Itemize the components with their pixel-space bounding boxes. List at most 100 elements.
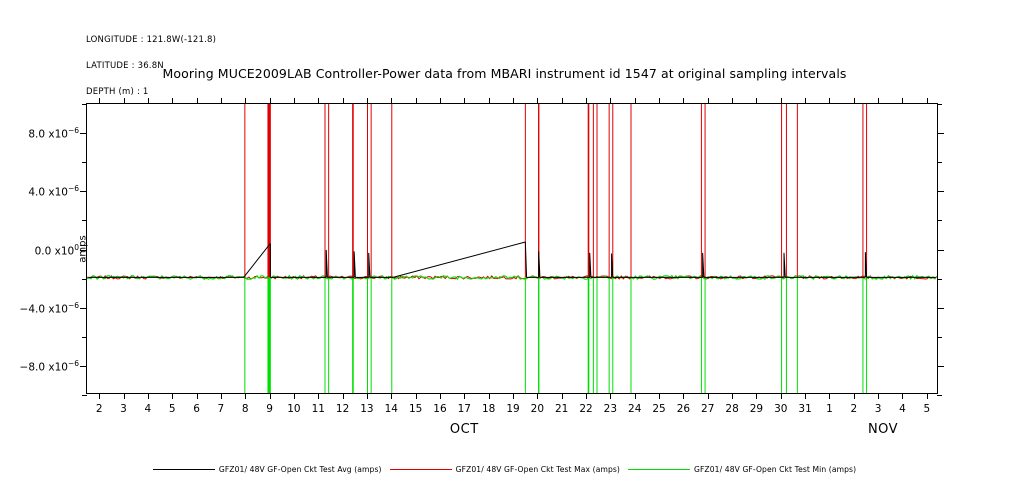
y-tick-minor: [937, 220, 942, 222]
x-tick-label: 4: [899, 403, 906, 415]
y-tick-minor: [937, 395, 942, 396]
plot-title: Mooring MUCE2009LAB Controller-Power dat…: [162, 66, 847, 81]
y-tick-major: [937, 191, 944, 193]
x-tick-label: 17: [457, 403, 471, 415]
x-tick-label: 8: [241, 403, 249, 415]
y-tick-minor: [82, 336, 87, 338]
x-tick: [147, 393, 149, 399]
y-tick-minor: [937, 278, 942, 280]
x-tick-label: 22: [579, 403, 593, 415]
x-tick: [123, 98, 125, 104]
x-tick-label: 2: [850, 403, 858, 415]
x-tick: [439, 393, 441, 399]
x-tick: [391, 393, 393, 399]
y-tick-minor: [82, 104, 87, 105]
x-tick: [805, 98, 807, 104]
x-tick: [610, 98, 612, 104]
x-tick-label: 26: [676, 403, 691, 415]
x-tick: [269, 393, 271, 399]
y-tick-major: [80, 191, 87, 193]
x-tick: [196, 98, 198, 104]
x-tick-label: 9: [266, 403, 273, 415]
x-tick: [878, 393, 880, 399]
x-tick: [123, 393, 125, 399]
x-tick: [342, 393, 344, 399]
x-tick: [659, 393, 661, 399]
x-tick: [245, 393, 247, 399]
x-tick: [707, 98, 709, 104]
x-tick: [659, 98, 661, 104]
x-tick: [780, 98, 782, 104]
x-tick: [415, 393, 417, 399]
legend-swatch: [627, 469, 690, 470]
x-tick-label: 16: [433, 403, 447, 415]
x-tick-label: 3: [874, 403, 882, 415]
x-tick: [220, 98, 222, 104]
x-tick: [586, 393, 588, 399]
x-tick: [537, 98, 539, 104]
legend-label: GFZ01/ 48V GF-Open Ckt Test Min (amps): [693, 465, 857, 474]
x-tick: [220, 393, 222, 399]
y-tick-minor: [82, 220, 87, 222]
y-tick-label: 8.0 x10−6: [28, 125, 79, 141]
y-tick-label: −4.0 x10−6: [19, 300, 79, 315]
legend-swatch: [389, 469, 452, 470]
x-tick-label: 6: [193, 403, 200, 415]
y-axis-title: amps: [77, 234, 89, 263]
x-tick: [318, 393, 320, 399]
y-tick-major: [937, 133, 944, 135]
x-tick: [853, 393, 855, 399]
x-tick: [269, 98, 271, 104]
x-tick: [683, 98, 685, 104]
y-tick-major: [80, 133, 87, 135]
x-tick: [245, 98, 247, 104]
x-tick: [829, 393, 831, 399]
x-tick-label: 15: [408, 403, 423, 415]
x-tick-label: 3: [120, 403, 127, 415]
legend-item: GFZ01/ 48V GF-Open Ckt Test Max (amps): [386, 465, 624, 474]
y-tick-label: −8.0 x10−6: [19, 358, 79, 374]
x-tick-label: 19: [506, 403, 520, 415]
y-tick-major: [80, 365, 87, 367]
plot-area: [87, 104, 937, 393]
legend: GFZ01/ 48V GF-Open Ckt Test Avg (amps) GF…: [0, 465, 1009, 474]
x-tick-label: 25: [652, 403, 666, 415]
x-tick-label: 18: [481, 403, 496, 415]
x-tick: [732, 98, 734, 104]
depth-text: DEPTH (m) : 1: [86, 86, 149, 97]
x-tick-label: 28: [725, 403, 739, 415]
x-tick-label: 31: [798, 403, 812, 415]
y-tick-minor: [937, 104, 942, 105]
x-tick: [561, 98, 563, 104]
plot-frame: amps 8.0 x10−6 4.0 x10−6 0.0 x100 −4.0 x10−…: [20, 98, 944, 437]
latitude-text: LATITUDE : 36.8N: [86, 60, 164, 71]
x-axis-month-label: NOV: [867, 422, 899, 437]
y-tick-minor: [82, 278, 87, 280]
x-tick-label: 13: [360, 403, 374, 415]
y-tick-minor: [82, 162, 87, 164]
x-tick: [488, 393, 490, 399]
x-tick: [172, 393, 174, 399]
data-canvas: [87, 104, 937, 393]
x-tick: [805, 393, 807, 399]
x-tick-label: 21: [554, 403, 569, 415]
x-tick: [147, 98, 149, 104]
y-tick-major: [80, 307, 87, 309]
x-tick-label: 2: [95, 403, 103, 415]
x-tick: [342, 98, 344, 104]
x-tick-label: 14: [384, 403, 398, 415]
y-tick-major: [80, 249, 87, 251]
x-tick: [99, 393, 101, 399]
x-tick: [391, 98, 393, 104]
x-tick: [196, 393, 198, 399]
y-tick-minor: [937, 336, 942, 338]
x-tick: [293, 98, 295, 104]
x-tick: [318, 98, 320, 104]
x-tick: [561, 393, 563, 399]
x-tick-label: 29: [749, 403, 764, 415]
x-tick-label: 30: [774, 403, 788, 415]
x-axis-month-label: OCT: [449, 422, 479, 437]
x-tick: [926, 98, 928, 104]
x-tick-label: 7: [217, 403, 225, 415]
